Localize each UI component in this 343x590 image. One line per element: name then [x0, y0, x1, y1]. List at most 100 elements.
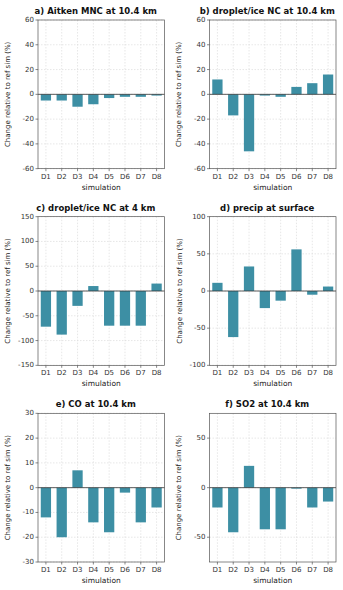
x-tick	[264, 562, 265, 565]
x-tick-label: D3	[73, 369, 83, 377]
x-tick-label: D2	[57, 566, 67, 574]
y-tick	[207, 291, 210, 292]
y-tick-label: -60	[194, 165, 205, 173]
y-tick-label: -100	[190, 361, 206, 369]
grid-line	[210, 253, 337, 254]
x-axis-label: simulation	[82, 183, 121, 192]
bar	[323, 287, 333, 291]
x-tick	[156, 365, 157, 368]
subplot: -100-50050100D1D2D3D4D5D6D7D8simulationC…	[176, 203, 337, 389]
x-tick	[140, 562, 141, 565]
x-tick-label: D7	[136, 566, 146, 574]
x-tick-label: D1	[212, 566, 222, 574]
bar	[41, 291, 51, 327]
subplot: -50050D1D2D3D4D5D6D7D8simulationChange r…	[176, 399, 337, 585]
bar	[307, 488, 317, 508]
y-tick	[207, 253, 210, 254]
x-tick	[45, 562, 46, 565]
x-tick-label: D7	[307, 566, 317, 574]
grid-line	[210, 291, 337, 292]
y-tick-label: 20	[25, 66, 34, 74]
bars	[212, 466, 333, 532]
bar	[120, 291, 130, 326]
x-tick	[61, 365, 62, 368]
plot-frame	[38, 413, 165, 562]
x-tick	[233, 169, 234, 172]
grid-line	[38, 266, 165, 267]
y-tick-label: 10	[25, 459, 34, 467]
bar	[88, 286, 98, 291]
y-tick-label: 20	[197, 66, 206, 74]
x-tick	[124, 562, 125, 565]
grid-line	[38, 119, 165, 120]
x-tick-label: D8	[152, 173, 162, 181]
bars	[41, 94, 162, 106]
x-tick-label: D5	[276, 369, 286, 377]
x-tick	[233, 562, 234, 565]
x-tick	[61, 562, 62, 565]
bar	[41, 488, 51, 518]
x-tick	[280, 365, 281, 368]
y-axis-label: Change relative to ref sim (%)	[176, 238, 184, 344]
x-tick	[249, 169, 250, 172]
y-tick-label: 20	[25, 434, 34, 442]
x-tick	[77, 169, 78, 172]
bar	[88, 488, 98, 523]
figure: -60-40-200204060D1D2D3D4D5D6D7D8simulati…	[0, 0, 343, 590]
y-tick	[207, 69, 210, 70]
y-tick	[207, 94, 210, 95]
x-axis-label: simulation	[253, 183, 292, 192]
y-tick-label: -50	[23, 312, 34, 320]
y-tick-label: -20	[23, 115, 34, 123]
x-tick-label: D4	[88, 369, 98, 377]
x-tick	[264, 365, 265, 368]
grid-line	[38, 69, 165, 70]
y-tick	[36, 168, 39, 169]
x-tick	[109, 562, 110, 565]
x-tick-label: D7	[136, 173, 146, 181]
y-axis-label: Change relative to ref sim (%)	[176, 41, 184, 147]
subplot: -60-40-200204060D1D2D3D4D5D6D7D8simulati…	[176, 6, 337, 192]
bar	[104, 291, 114, 326]
y-tick	[36, 241, 39, 242]
x-tick	[328, 562, 329, 565]
y-tick-label: -150	[18, 361, 34, 369]
y-tick	[36, 537, 39, 538]
x-tick	[124, 365, 125, 368]
y-tick	[36, 315, 39, 316]
y-tick	[207, 20, 210, 21]
x-tick-label: D3	[244, 566, 254, 574]
bars	[212, 249, 333, 337]
grid-line	[210, 69, 337, 70]
x-tick	[45, 365, 46, 368]
x-tick-label: D3	[73, 173, 83, 181]
bars	[212, 75, 333, 152]
subplot-title: e) CO at 10.4 km	[56, 399, 136, 409]
zero-line	[38, 94, 165, 95]
x-tick-label: D6	[292, 566, 302, 574]
bar	[136, 291, 146, 326]
y-tick-label: 0	[201, 484, 205, 492]
y-tick	[207, 438, 210, 439]
y-tick-label: -100	[18, 337, 34, 345]
x-tick-label: D4	[260, 173, 270, 181]
y-tick	[36, 438, 39, 439]
bar	[151, 284, 161, 291]
x-tick	[93, 365, 94, 368]
grid-line	[210, 438, 337, 439]
x-tick	[296, 169, 297, 172]
y-tick	[207, 119, 210, 120]
x-tick	[264, 169, 265, 172]
grid-line	[38, 241, 165, 242]
y-tick	[207, 487, 210, 488]
grid-line	[38, 291, 165, 292]
y-tick-label: 60	[25, 16, 34, 24]
y-tick	[36, 216, 39, 217]
bar	[104, 488, 114, 533]
subplot-title: b) droplet/ice NC at 10.4 km	[200, 6, 335, 16]
x-tick-label: D5	[104, 566, 114, 574]
y-tick-label: 30	[25, 409, 34, 417]
x-tick	[217, 169, 218, 172]
bar	[57, 94, 67, 100]
bar	[276, 488, 286, 530]
